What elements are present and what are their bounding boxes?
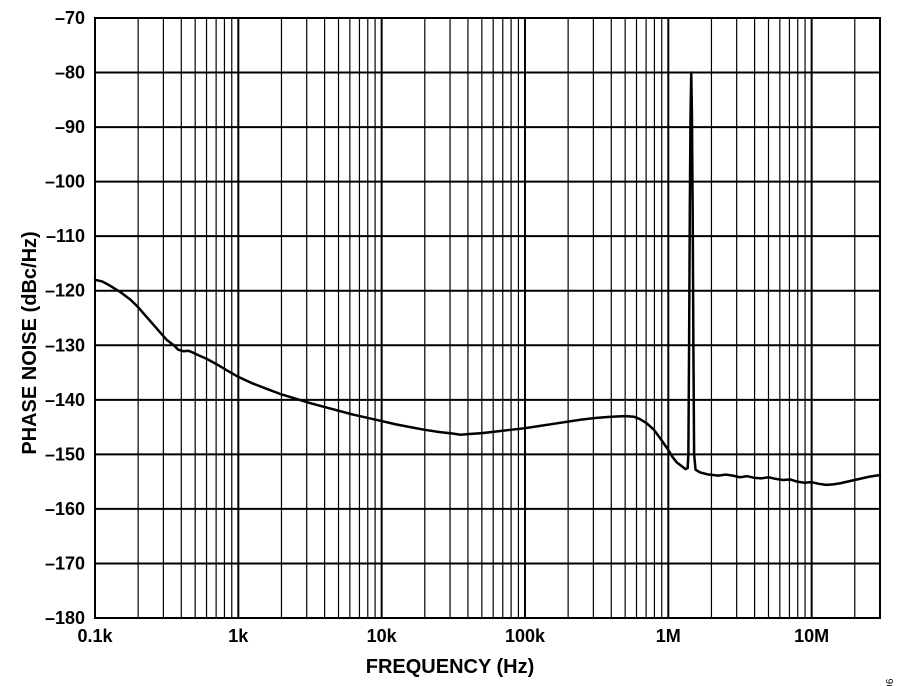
svg-text:–70: –70: [55, 8, 85, 28]
y-axis-label: PHASE NOISE (dBc/Hz): [19, 231, 42, 454]
svg-text:–150: –150: [45, 444, 85, 464]
svg-text:–120: –120: [45, 281, 85, 301]
figure-code: C06: [885, 678, 896, 686]
svg-text:–180: –180: [45, 608, 85, 628]
svg-text:10k: 10k: [367, 626, 398, 646]
svg-text:10M: 10M: [794, 626, 829, 646]
svg-text:–170: –170: [45, 553, 85, 573]
chart-svg: –70 –80 –90 –100 –110 –120 –130 –140 –150 –160 –17…: [0, 0, 900, 686]
svg-text:0.1k: 0.1k: [77, 626, 113, 646]
svg-text:–80: –80: [55, 63, 85, 83]
svg-text:–110: –110: [46, 226, 85, 246]
svg-text:100k: 100k: [505, 626, 546, 646]
svg-text:–160: –160: [45, 499, 85, 519]
svg-text:–140: –140: [45, 390, 85, 410]
svg-text:1k: 1k: [228, 626, 249, 646]
svg-text:–130: –130: [45, 335, 85, 355]
svg-text:–100: –100: [45, 172, 85, 192]
x-axis-label: FREQUENCY (Hz): [366, 656, 535, 679]
svg-text:–90: –90: [55, 117, 85, 137]
svg-text:1M: 1M: [656, 626, 681, 646]
phase-noise-chart: –70 –80 –90 –100 –110 –120 –130 –140 –150 –160 –17…: [0, 0, 900, 686]
